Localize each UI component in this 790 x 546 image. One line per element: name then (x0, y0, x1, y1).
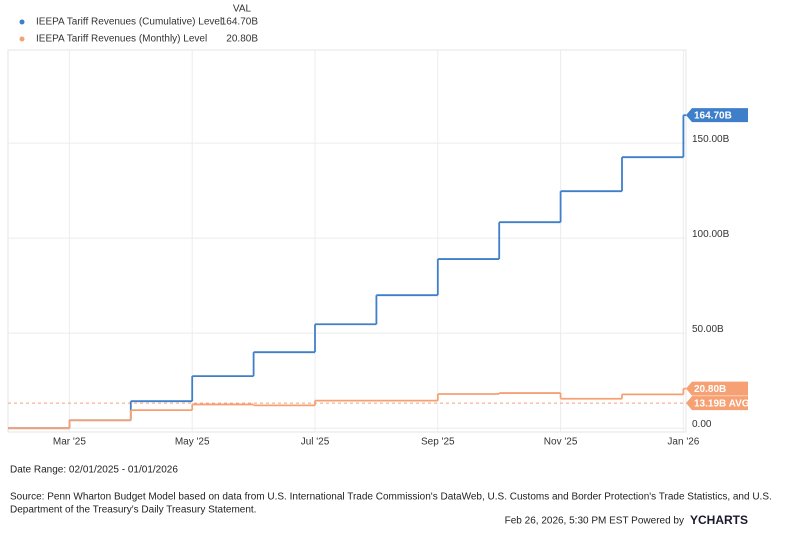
plot-area (7, 49, 687, 433)
average-label: 13.19B AVG (694, 398, 750, 409)
y-tick-label: 100.00B (692, 229, 730, 240)
legend-label: IEEPA Tariff Revenues (Monthly) Level (36, 34, 207, 45)
source: Department of the Treasury's Daily Treas… (10, 505, 256, 516)
legend-header: VAL (233, 4, 252, 15)
value-label: 20.80B (694, 384, 726, 395)
x-tick-label: Jan '26 (667, 437, 699, 448)
value-label-box (686, 108, 748, 123)
legend-marker (19, 19, 25, 25)
legend-marker (19, 36, 25, 42)
legend-value: 164.70B (221, 17, 259, 28)
x-tick-label: Nov '25 (544, 437, 578, 448)
x-tick-label: Jul '25 (301, 437, 330, 448)
y-tick-label: 0.00 (692, 419, 712, 430)
date-range: Date Range: 02/01/2025 - 01/01/2026 (10, 465, 178, 476)
legend-value: 20.80B (226, 34, 258, 45)
legend-label: IEEPA Tariff Revenues (Cumulative) Level (36, 17, 222, 28)
y-tick-label: 150.00B (692, 134, 730, 145)
source: Source: Penn Wharton Budget Model based … (10, 492, 772, 503)
value-label-box (686, 381, 748, 396)
average-label-box (686, 396, 748, 411)
value-label: 164.70B (694, 110, 732, 121)
timestamp: Feb 26, 2026, 5:30 PM EST Powered by (505, 516, 684, 527)
y-tick-label: 50.00B (692, 324, 724, 335)
brand: YCHARTS (690, 513, 748, 527)
x-tick-label: May '25 (175, 437, 210, 448)
x-tick-label: Mar '25 (53, 437, 86, 448)
x-tick-label: Sep '25 (421, 437, 455, 448)
